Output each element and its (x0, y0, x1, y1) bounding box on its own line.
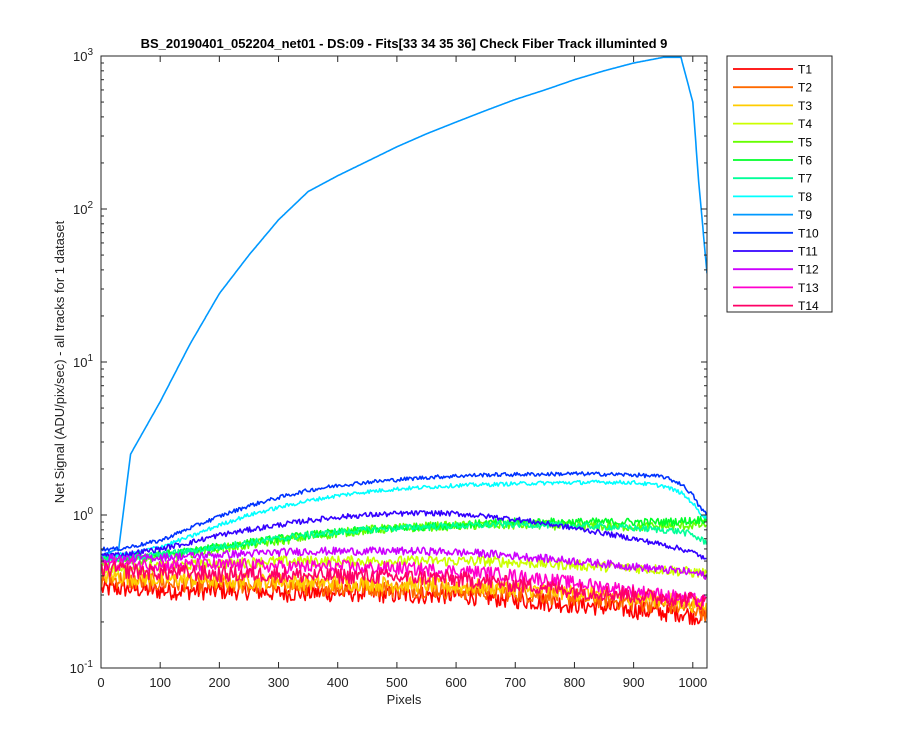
y-tick-label: 10-1 (70, 659, 94, 676)
series-line-t12 (101, 546, 707, 581)
legend-item-t9: T9 (733, 208, 812, 222)
legend-label: T8 (798, 190, 812, 204)
series-line-t11 (101, 509, 707, 560)
x-tick-label: 500 (386, 675, 408, 690)
x-axis: 0 100 200 300 400 500 600 700 800 900 1000 (97, 56, 707, 690)
legend-item-t12: T12 (733, 263, 819, 277)
series-line-t2 (101, 570, 707, 622)
y-tick-label: 101 (73, 353, 93, 370)
legend-label: T2 (798, 81, 812, 95)
legend-label: T4 (798, 117, 812, 131)
legend-item-t1: T1 (733, 63, 812, 77)
legend-label: T5 (798, 135, 812, 149)
legend-item-t14: T14 (733, 299, 819, 313)
y-tick-label: 100 (73, 506, 93, 523)
legend-label: T6 (798, 154, 812, 168)
x-tick-label: 600 (445, 675, 467, 690)
x-tick-label: 100 (149, 675, 171, 690)
series-line-t14 (101, 560, 707, 611)
legend-label: T14 (798, 299, 819, 313)
legend-label: T12 (798, 263, 819, 277)
legend-label: T3 (798, 99, 812, 113)
legend-label: T13 (798, 281, 819, 295)
chart-title: BS_20190401_052204_net01 - DS:09 - Fits[… (141, 36, 668, 51)
x-tick-label: 700 (504, 675, 526, 690)
series-line-t8 (101, 479, 707, 558)
series-line-t7 (101, 520, 707, 562)
x-tick-label: 1000 (678, 675, 707, 690)
plot-area: 0 100 200 300 400 500 600 700 800 900 1000 10-1 100… (70, 47, 708, 690)
legend-label: T11 (798, 245, 818, 259)
series-layer (101, 56, 707, 626)
x-tick-label: 0 (97, 675, 104, 690)
y-axis-label: Net Signal (ADU/pix/sec) - all tracks fo… (52, 220, 67, 503)
legend-label: T10 (798, 226, 819, 240)
legend-label: T7 (798, 172, 812, 186)
x-tick-label: 300 (268, 675, 290, 690)
x-tick-label: 900 (623, 675, 645, 690)
x-tick-label: 200 (209, 675, 231, 690)
x-axis-label: Pixels (387, 692, 422, 707)
legend-item-t3: T3 (733, 99, 812, 113)
legend-item-t5: T5 (733, 135, 812, 149)
legend-item-t11: T11 (733, 245, 818, 259)
legend-item-t7: T7 (733, 172, 812, 186)
legend-item-t4: T4 (733, 117, 812, 131)
y-tick-label: 103 (73, 47, 93, 64)
legend-item-t10: T10 (733, 226, 819, 240)
x-tick-label: 800 (564, 675, 586, 690)
legend-item-t8: T8 (733, 190, 812, 204)
legend-label: T9 (798, 208, 812, 222)
legend-item-t2: T2 (733, 81, 812, 95)
legend-label: T1 (798, 63, 812, 77)
x-tick-label: 400 (327, 675, 349, 690)
legend-item-t13: T13 (733, 281, 819, 295)
series-line-t10 (101, 471, 707, 552)
y-tick-label: 102 (73, 200, 93, 217)
legend: T1 T2 T3 T4 T5 T6 T7 T8 T9 T10 T11 T12 T13 T14 (726, 55, 833, 313)
legend-item-t6: T6 (733, 154, 812, 168)
series-line-t9 (101, 56, 707, 556)
y-axis: 10-1 100 101 102 103 (70, 47, 707, 676)
